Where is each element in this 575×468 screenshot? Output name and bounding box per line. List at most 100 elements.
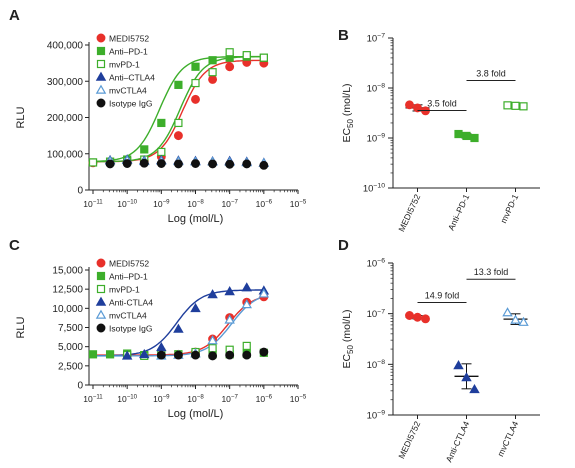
x-axis-label: Log (mol/L) <box>168 408 224 420</box>
data-point <box>208 159 218 169</box>
category-label: Anti–PD-1 <box>446 192 472 232</box>
data-point <box>242 350 252 360</box>
data-point <box>208 351 218 361</box>
legend-marker <box>95 296 107 306</box>
data-point <box>225 350 235 360</box>
data-point <box>510 314 521 324</box>
fold-label: 14.9 fold <box>425 291 460 301</box>
category-label: mvPD-1 <box>498 192 520 224</box>
series <box>453 360 480 394</box>
data-point <box>190 302 201 313</box>
legend-marker <box>96 59 106 69</box>
data-point <box>105 350 115 359</box>
series <box>405 100 430 116</box>
y-tick-label: 5,000 <box>58 342 83 353</box>
series <box>502 307 529 326</box>
data-point <box>519 102 528 111</box>
data-point <box>469 383 480 394</box>
panel-b: B 10−10 10−9 10−8 10−7 EC50 (mol/L) MEDI5752 An… <box>338 27 540 233</box>
data-point <box>157 147 166 157</box>
data-point <box>405 100 414 110</box>
data-point <box>259 160 269 170</box>
x-tick-label: 10−9 <box>153 199 170 209</box>
data-point <box>454 129 463 139</box>
panel-letter: B <box>338 27 349 44</box>
data-point <box>207 289 218 299</box>
y-tick-label: 200,000 <box>47 113 84 124</box>
y-axis-label: EC50 (mol/L) <box>341 309 355 368</box>
x-tick-label: 10−10 <box>117 199 137 209</box>
data-point <box>173 350 183 360</box>
y-tick-label: 10−8 <box>367 359 386 371</box>
y-tick-label: 7,500 <box>58 323 83 334</box>
legend-marker <box>96 33 106 43</box>
x-tick-label: 10−9 <box>153 394 170 404</box>
legend-label: MEDI5752 <box>109 34 149 44</box>
legend-label: Anti–PD-1 <box>109 47 148 57</box>
y-tick-label: 400,000 <box>47 41 84 52</box>
y-tick-label: 100,000 <box>47 149 84 160</box>
category-label: mvCTLA4 <box>495 419 520 458</box>
data-point <box>139 158 149 168</box>
data-point <box>241 299 252 309</box>
y-axis-label: EC50 (mol/L) <box>341 83 355 142</box>
legend-marker <box>95 84 107 94</box>
legend-label: mvPD-1 <box>109 285 140 295</box>
y-tick-label: 0 <box>77 186 83 197</box>
legend-label: Isotype IgG <box>109 99 152 109</box>
category-label: MEDI5752 <box>396 419 422 460</box>
y-tick-label: 10,000 <box>52 304 83 315</box>
legend-marker <box>96 258 106 268</box>
legend-label: MEDI5752 <box>109 259 149 269</box>
fit-curve <box>93 289 264 357</box>
y-tick-label: 300,000 <box>47 77 84 88</box>
x-tick-label: 10−7 <box>221 394 238 404</box>
data-point <box>88 158 98 167</box>
data-point <box>470 133 479 143</box>
data-point <box>88 350 98 359</box>
data-point <box>208 56 217 65</box>
data-point <box>173 131 183 141</box>
data-point <box>156 350 166 360</box>
legend-label: Anti–CTLA4 <box>109 73 155 83</box>
legend-label: mvCTLA4 <box>109 311 147 321</box>
legend-label: Isotype IgG <box>109 324 152 334</box>
legend-marker <box>96 46 106 56</box>
category-label: MEDI5752 <box>396 192 422 233</box>
legend-label: Anti-CTLA4 <box>109 298 153 308</box>
category-label: Anti-CTLA4 <box>444 419 472 463</box>
x-axis-label: Log (mol/L) <box>168 213 224 225</box>
data-point <box>207 335 218 345</box>
data-point <box>191 350 200 360</box>
x-tick-label: 10−8 <box>187 199 204 209</box>
data-point <box>191 94 200 104</box>
data-point <box>259 347 269 357</box>
x-tick-label: 10−11 <box>83 394 103 404</box>
fold-label: 3.8 fold <box>476 69 506 79</box>
data-point <box>241 282 252 292</box>
series <box>503 101 528 111</box>
data-point <box>258 288 270 298</box>
data-point <box>405 311 414 320</box>
data-point <box>225 159 235 169</box>
y-tick-label: 12,500 <box>52 285 83 296</box>
data-point <box>140 145 149 154</box>
panel-d: D 10−9 10−8 10−7 10−6 EC50 (mol/L) MEDI5752 Ant… <box>338 237 540 464</box>
x-tick-label: 10−5 <box>290 394 307 404</box>
y-tick-label: 15,000 <box>52 266 83 277</box>
data-point <box>173 159 183 169</box>
data-point <box>453 360 464 370</box>
legend-marker <box>95 71 107 81</box>
y-tick-label: 2,500 <box>58 361 83 372</box>
y-tick-label: 10−9 <box>367 133 386 145</box>
legend-marker <box>96 98 106 108</box>
panel-letter: A <box>9 7 20 24</box>
x-tick-label: 10−10 <box>117 394 137 404</box>
legend-label: Anti–PD-1 <box>109 272 148 282</box>
data-point <box>105 159 115 169</box>
data-point <box>242 159 252 169</box>
data-point <box>208 74 218 84</box>
panel-letter: C <box>9 237 20 254</box>
legend-marker <box>96 323 106 333</box>
legend-marker <box>96 271 106 281</box>
